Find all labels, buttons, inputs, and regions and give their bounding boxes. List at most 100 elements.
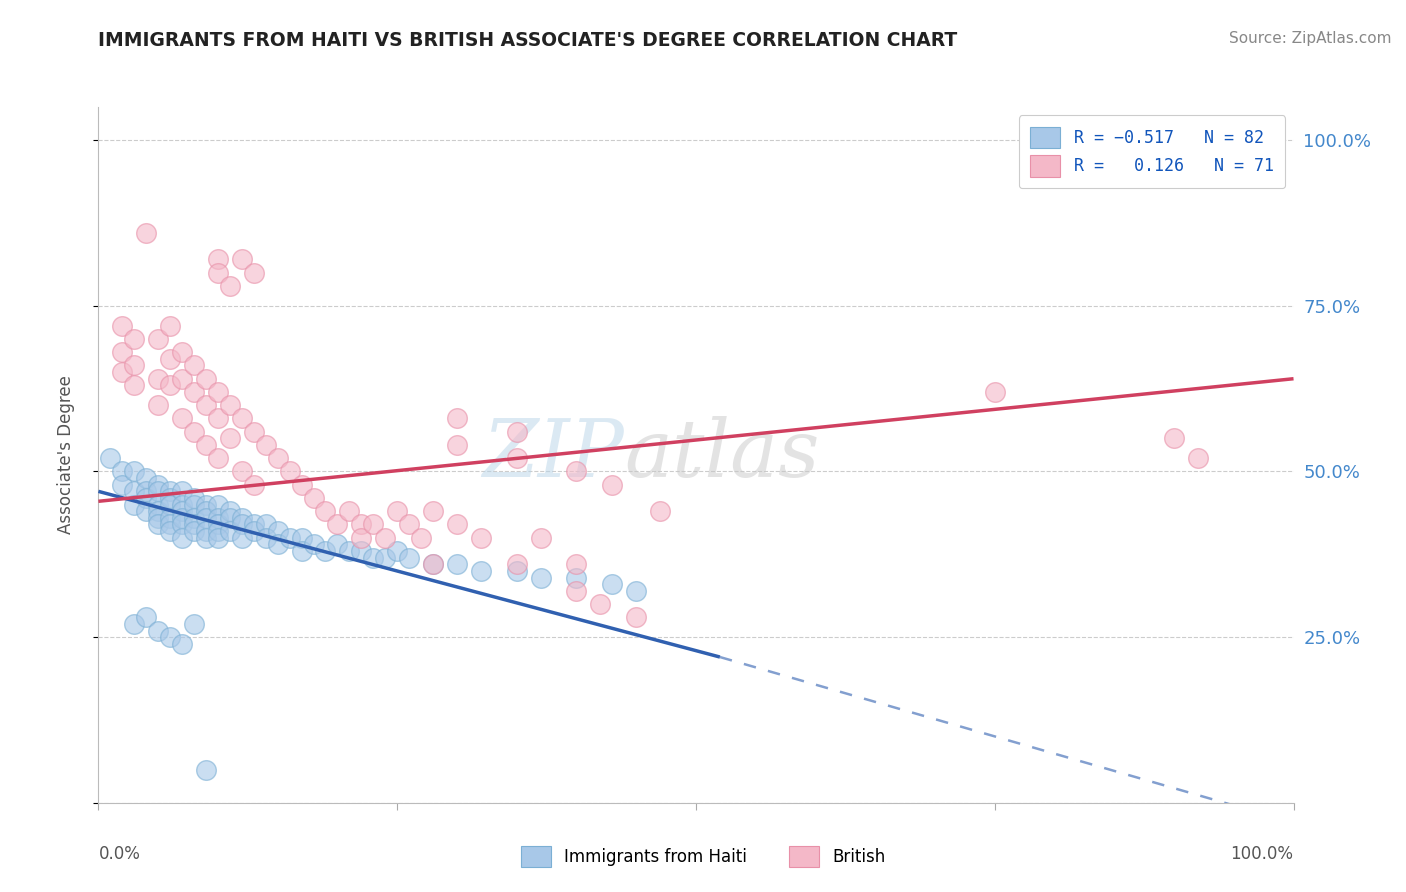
Point (411, 531, 433, 545)
Point (159, 318, 181, 333)
Point (194, 438, 218, 452)
Point (124, 616, 146, 631)
Point (124, 484, 146, 499)
Point (194, 511, 218, 525)
Point (159, 630, 181, 644)
Point (183, 524, 205, 538)
Point (207, 266, 229, 280)
Point (339, 544, 360, 558)
Point (231, 252, 253, 267)
Point (172, 637, 194, 651)
Point (398, 550, 420, 565)
Point (267, 524, 290, 538)
Point (207, 498, 229, 512)
Point (446, 517, 468, 532)
Point (648, 504, 672, 518)
Point (243, 425, 266, 439)
Point (422, 504, 444, 518)
Point (506, 451, 529, 466)
Point (350, 544, 373, 558)
Point (254, 531, 277, 545)
Point (984, 384, 1007, 399)
Point (602, 577, 624, 591)
Point (172, 531, 194, 545)
Point (207, 252, 229, 267)
Point (350, 517, 373, 532)
Point (148, 477, 170, 491)
Point (159, 484, 181, 499)
Point (626, 610, 648, 624)
Point (135, 484, 157, 499)
Point (194, 524, 218, 538)
Point (363, 517, 385, 532)
Legend: R = −0.517   N = 82, R =   0.126   N = 71: R = −0.517 N = 82, R = 0.126 N = 71 (1018, 115, 1285, 188)
Point (529, 570, 551, 584)
Point (219, 279, 242, 293)
Point (194, 372, 218, 386)
Point (135, 504, 157, 518)
Point (219, 511, 242, 525)
Point (148, 511, 170, 525)
Point (219, 504, 242, 518)
Point (183, 511, 205, 525)
Y-axis label: Associate's Degree: Associate's Degree (56, 376, 75, 534)
Point (254, 438, 277, 452)
Legend: Immigrants from Haiti, British: Immigrants from Haiti, British (512, 838, 894, 875)
Point (302, 491, 325, 505)
Point (385, 504, 409, 518)
Point (470, 564, 492, 578)
Point (135, 610, 157, 624)
Point (172, 411, 194, 425)
Point (565, 583, 588, 598)
Point (219, 398, 242, 412)
Point (148, 498, 170, 512)
Text: 0.0%: 0.0% (98, 845, 141, 863)
Point (207, 384, 229, 399)
Point (194, 398, 218, 412)
Point (339, 504, 360, 518)
Point (159, 351, 181, 366)
Point (183, 384, 205, 399)
Point (231, 511, 253, 525)
Point (243, 517, 266, 532)
Point (159, 517, 181, 532)
Point (231, 465, 253, 479)
Point (243, 266, 266, 280)
Point (267, 537, 290, 551)
Point (326, 517, 349, 532)
Point (124, 359, 146, 373)
Point (194, 498, 218, 512)
Point (398, 517, 420, 532)
Text: atlas: atlas (624, 417, 820, 493)
Point (183, 616, 205, 631)
Point (374, 550, 396, 565)
Point (111, 477, 134, 491)
Point (231, 517, 253, 532)
Point (111, 365, 134, 379)
Text: ZIP: ZIP (482, 417, 624, 493)
Point (243, 524, 266, 538)
Point (219, 431, 242, 445)
Point (148, 624, 170, 638)
Point (422, 558, 444, 572)
Point (111, 465, 134, 479)
Point (135, 471, 157, 485)
Point (183, 517, 205, 532)
Text: Source: ZipAtlas.com: Source: ZipAtlas.com (1229, 31, 1392, 46)
Point (172, 517, 194, 532)
Point (148, 398, 170, 412)
Point (183, 359, 205, 373)
Point (172, 345, 194, 359)
Point (278, 531, 301, 545)
Point (565, 465, 588, 479)
Point (1163, 431, 1185, 445)
Point (446, 558, 468, 572)
Point (159, 524, 181, 538)
Point (506, 564, 529, 578)
Point (172, 511, 194, 525)
Point (183, 491, 205, 505)
Point (291, 531, 314, 545)
Point (148, 504, 170, 518)
Point (506, 558, 529, 572)
Point (565, 558, 588, 572)
